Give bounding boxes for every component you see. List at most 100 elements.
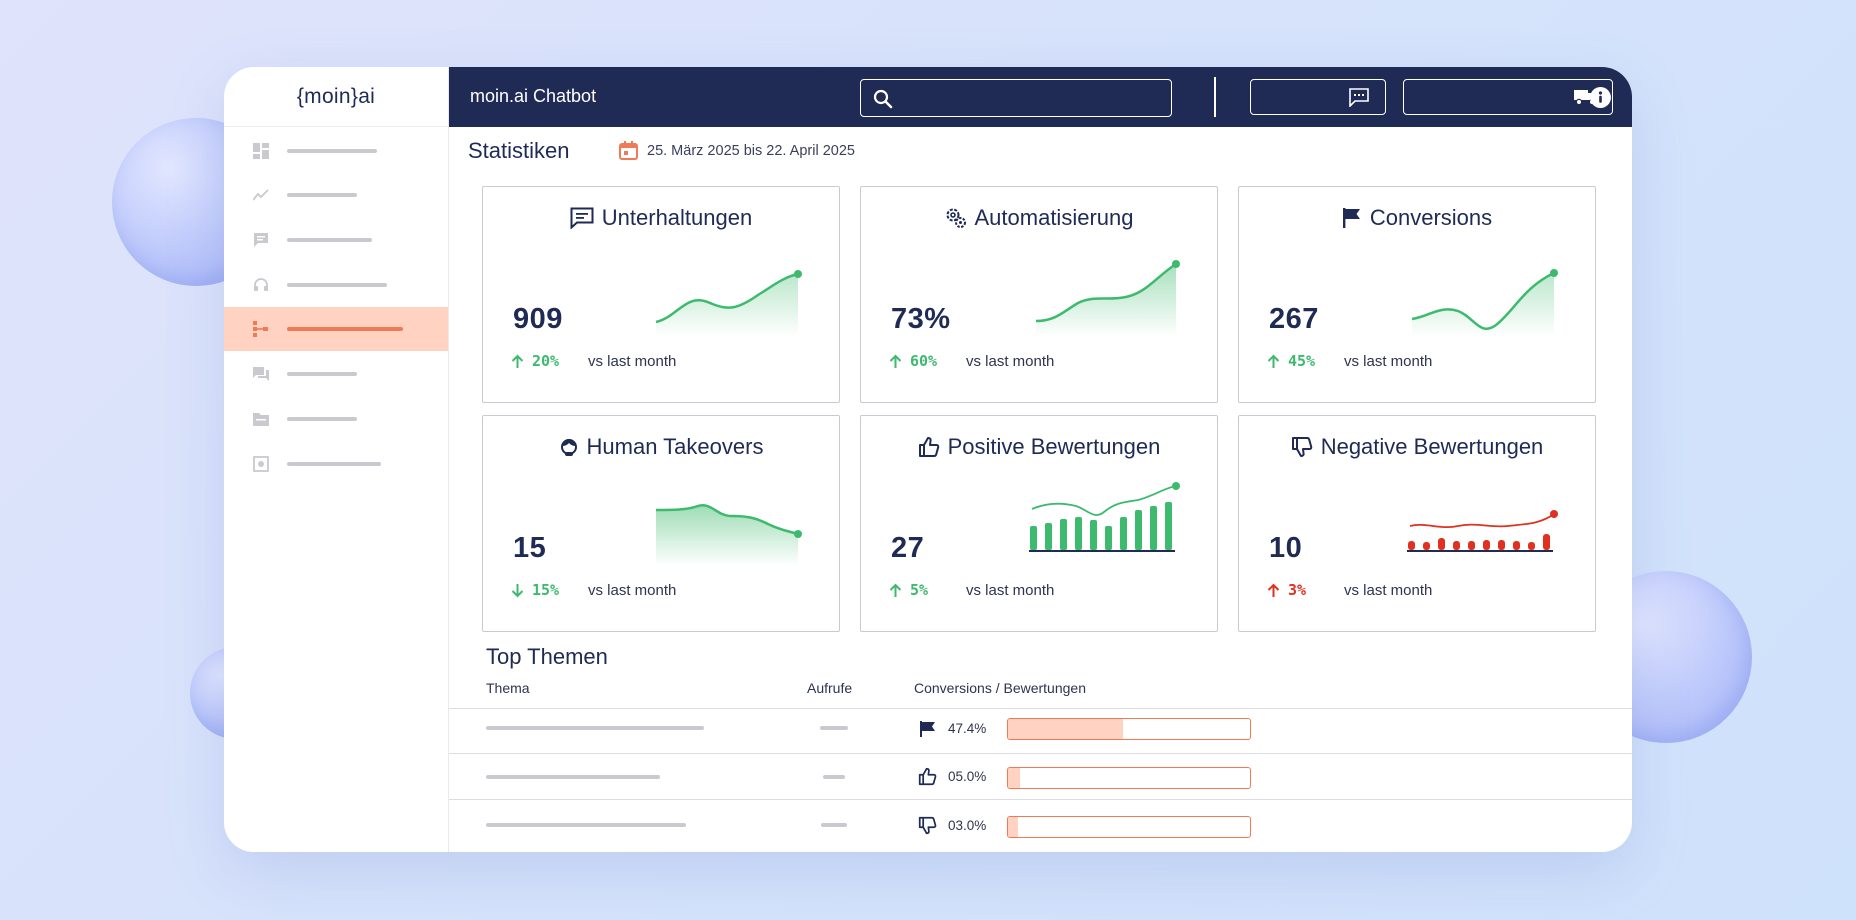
- card-change: 60%: [889, 352, 937, 370]
- thumbs-down-icon: [1291, 437, 1312, 457]
- card-change: 15%: [511, 581, 559, 599]
- column-header-topic: Thema: [486, 680, 530, 696]
- card-comparison-label: vs last month: [1344, 582, 1433, 599]
- chat-button[interactable]: [1250, 79, 1386, 115]
- column-header-conversions: Conversions / Bewertungen: [914, 680, 1086, 696]
- arrow-down-icon: [511, 583, 524, 597]
- card-title: Negative Bewertungen: [1239, 434, 1595, 460]
- header-divider: [1214, 77, 1216, 117]
- arrow-up-icon: [1267, 354, 1280, 368]
- sidebar-item-label-placeholder: [287, 193, 357, 197]
- stat-card-unterhaltungen[interactable]: Unterhaltungen 909 20% vs last month: [482, 186, 840, 403]
- card-comparison-label: vs last month: [966, 582, 1055, 599]
- progress-bar: [1007, 816, 1251, 838]
- row-divider: [449, 753, 1632, 754]
- sparkline-chart: [1035, 260, 1180, 337]
- main-content: Statistiken 25. März 2025 bis 22. April …: [449, 127, 1632, 852]
- row-percent: 47.4%: [948, 721, 987, 736]
- sparkline-chart: [655, 504, 802, 566]
- logo: {moin}ai: [224, 67, 448, 127]
- card-value: 909: [513, 303, 563, 335]
- headset-icon: [253, 277, 269, 293]
- flow-tree-icon: [253, 321, 269, 337]
- page-title: Statistiken: [468, 138, 570, 163]
- sidebar-item-analytics[interactable]: [224, 173, 448, 217]
- card-value: 15: [513, 532, 547, 564]
- sidebar-item-dashboard[interactable]: [224, 129, 448, 173]
- sidebar-item-support[interactable]: [224, 263, 448, 307]
- card-change: 5%: [889, 581, 928, 599]
- card-comparison-label: vs last month: [588, 353, 677, 370]
- info-icon: [1598, 91, 1603, 103]
- date-range-text: 25. März 2025 bis 22. April 2025: [647, 142, 855, 159]
- topic-name-placeholder: [486, 823, 686, 827]
- card-change: 3%: [1267, 581, 1306, 599]
- chat-icon: [1349, 88, 1369, 107]
- row-divider: [449, 708, 1632, 709]
- sparkline-chart: [1411, 269, 1558, 337]
- arrow-up-icon: [889, 354, 902, 368]
- row-percent: 03.0%: [948, 818, 987, 833]
- stat-card-automatisierung[interactable]: Automatisierung 73% 60% vs last month: [860, 186, 1218, 403]
- app-window: {moin}ai: [224, 67, 1632, 852]
- bar-sparkline-chart: [1029, 482, 1180, 552]
- agent-icon: [560, 439, 577, 456]
- delivery-button[interactable]: [1403, 79, 1613, 115]
- sidebar-item-settings[interactable]: [224, 442, 448, 486]
- settings-icon: [253, 456, 269, 472]
- thumbs-down-icon: [918, 816, 937, 835]
- card-value: 267: [1269, 303, 1319, 335]
- card-comparison-label: vs last month: [588, 582, 677, 599]
- sidebar-item-files[interactable]: [224, 397, 448, 441]
- chat-bubble-icon: [253, 232, 269, 248]
- card-change: 45%: [1267, 352, 1315, 370]
- thumbs-up-icon: [918, 767, 937, 786]
- card-value: 73%: [891, 303, 951, 335]
- card-comparison-label: vs last month: [966, 353, 1055, 370]
- row-divider: [449, 799, 1632, 800]
- progress-bar: [1007, 767, 1251, 789]
- stat-card-conversions[interactable]: Conversions 267 45% vs last month: [1238, 186, 1596, 403]
- sidebar-item-label-placeholder: [287, 327, 403, 331]
- calls-placeholder: [821, 823, 847, 827]
- flag-icon: [1342, 208, 1360, 228]
- stat-card-human-takeovers[interactable]: Human Takeovers 15 15% vs last month: [482, 415, 840, 632]
- topic-name-placeholder: [486, 726, 704, 730]
- card-value: 10: [1269, 532, 1303, 564]
- search-icon: [873, 89, 893, 109]
- bar-sparkline-chart: [1407, 510, 1558, 552]
- sidebar-item-label-placeholder: [287, 372, 357, 376]
- info-button[interactable]: [1590, 87, 1611, 108]
- column-header-calls: Aufrufe: [807, 680, 853, 696]
- progress-fill: [1008, 719, 1123, 739]
- date-range-picker[interactable]: 25. März 2025 bis 22. April 2025: [619, 141, 855, 160]
- search-input[interactable]: [860, 79, 1172, 117]
- card-value: 27: [891, 532, 925, 564]
- top-topics-title: Top Themen: [486, 644, 608, 669]
- calendar-icon: [619, 141, 638, 160]
- progress-fill: [1008, 817, 1018, 837]
- sidebar-item-flows[interactable]: [224, 307, 448, 351]
- topic-name-placeholder: [486, 775, 660, 779]
- card-title: Unterhaltungen: [483, 205, 839, 231]
- conversations-icon: [253, 366, 269, 382]
- progress-fill: [1008, 768, 1021, 788]
- trend-line-icon: [253, 187, 269, 203]
- chat-icon: [570, 207, 594, 229]
- sidebar-item-label-placeholder: [287, 149, 377, 153]
- sidebar-item-conversations[interactable]: [224, 352, 448, 396]
- calls-placeholder: [823, 775, 845, 779]
- stat-card-positive-bewertungen[interactable]: Positive Bewertungen 27 5% vs last month: [860, 415, 1218, 632]
- stat-card-negative-bewertungen[interactable]: Negative Bewertungen 10 3% vs last month: [1238, 415, 1596, 632]
- dashboard-icon: [253, 143, 269, 159]
- app-title: moin.ai Chatbot: [470, 86, 597, 106]
- calls-placeholder: [820, 726, 848, 730]
- sidebar-item-chat[interactable]: [224, 218, 448, 262]
- card-title: Human Takeovers: [483, 434, 839, 460]
- arrow-up-icon: [889, 583, 902, 597]
- card-comparison-label: vs last month: [1344, 353, 1433, 370]
- sidebar-item-label-placeholder: [287, 238, 372, 242]
- arrow-up-icon: [1267, 583, 1280, 597]
- sidebar-item-label-placeholder: [287, 283, 387, 287]
- card-title: Conversions: [1239, 205, 1595, 231]
